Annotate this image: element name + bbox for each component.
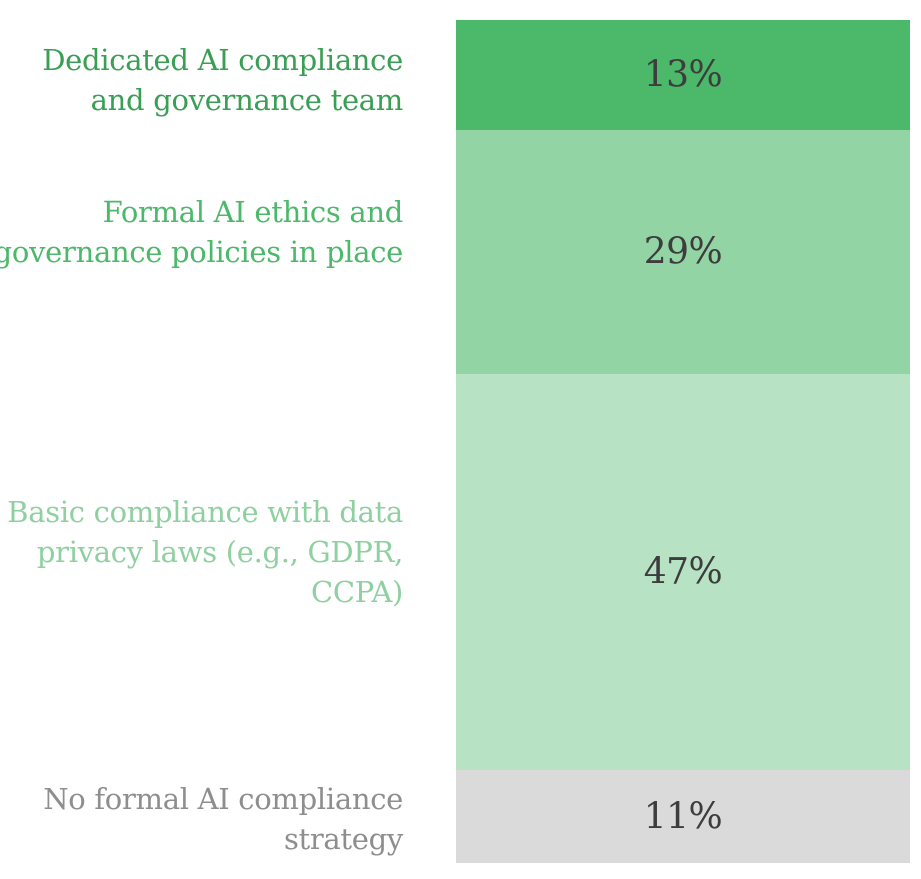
bar-segment: 47% <box>456 374 910 771</box>
data-label: 11% <box>643 796 723 838</box>
bar-segment: 13% <box>456 20 910 130</box>
data-label: 29% <box>643 231 723 273</box>
data-label: 13% <box>643 54 723 96</box>
category-label: Formal AI ethics and governance policies… <box>0 194 403 269</box>
category-label: No formal AI compliance strategy <box>43 781 403 856</box>
data-label: 47% <box>643 551 723 593</box>
bar-segment: 11% <box>456 770 910 863</box>
bar-segment: 29% <box>456 129 910 375</box>
category-label: Dedicated AI compliance and governance t… <box>42 43 403 117</box>
category-label: Basic compliance with data privacy laws … <box>7 495 403 610</box>
